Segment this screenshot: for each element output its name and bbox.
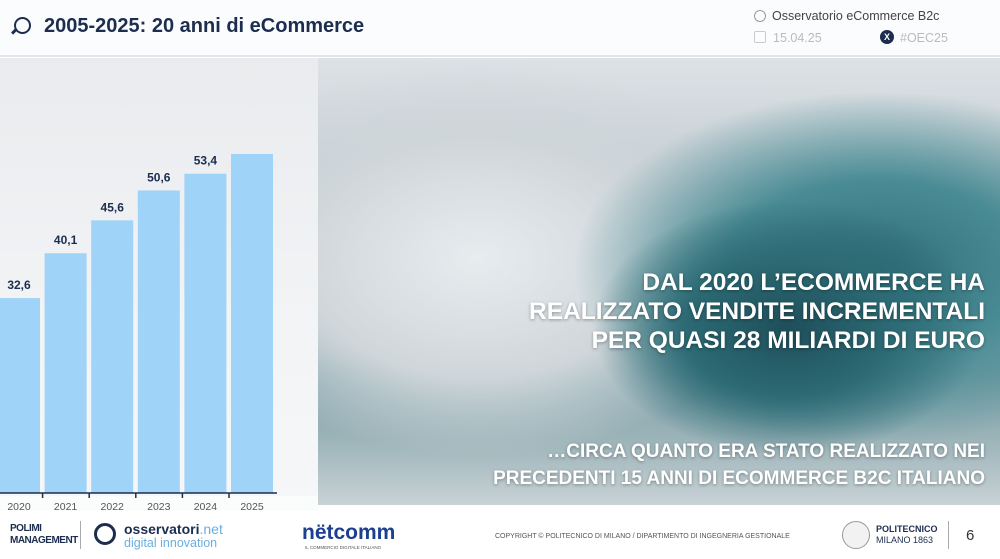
osservatori-name: osservatori: [124, 521, 200, 537]
observatory-icon: [754, 10, 766, 22]
calendar-icon: [754, 31, 766, 43]
bar-2020: [0, 298, 40, 493]
headline: DAL 2020 L’ECOMMERCE HA REALIZZATO VENDI…: [529, 268, 985, 355]
hashtag: #OEC25: [900, 31, 948, 45]
polimi-logo-text: POLIMI: [10, 523, 42, 534]
politecnico-logo: POLITECNICO MILANO 1863: [876, 524, 938, 546]
x-tick-label: 2023: [147, 501, 171, 511]
politecnico-name: POLITECNICO: [876, 524, 938, 534]
headline-line: DAL 2020 L’ECOMMERCE HA: [642, 269, 985, 296]
polimi-logo-sub: MANAGEMENT: [10, 535, 78, 546]
data-label: 53,4: [194, 154, 218, 168]
osservatori-tld: .net: [199, 521, 223, 537]
copyright: COPYRIGHT © POLITECNICO DI MILANO / DIPA…: [495, 533, 790, 540]
headline-line: PER QUASI 28 MILIARDI DI EURO: [591, 327, 985, 354]
bar-2025: [231, 154, 273, 493]
subline: …CIRCA QUANTO ERA STATO REALIZZATO NEI P…: [493, 438, 985, 492]
x-tick-label: 2024: [194, 501, 218, 511]
netcomm-logo: nëtcomm: [302, 521, 396, 544]
data-label: 32,6: [7, 278, 31, 292]
page-number: 6: [966, 527, 975, 544]
slide-title: 2005-2025: 20 anni di eCommerce: [44, 15, 365, 37]
politecnico-sub: MILANO 1863: [876, 535, 934, 545]
data-label: 45,6: [101, 200, 125, 214]
chart-panel: 32,6 2020 40,1 2021 45,6 2022 50,6 2023 53,4 2024…: [0, 58, 318, 511]
x-tick-label: 2022: [101, 501, 125, 511]
event-date: 15.04.25: [773, 31, 822, 45]
bar-2023: [137, 190, 180, 494]
bar-2021: [44, 253, 87, 493]
bar-chart: 32,6 2020 40,1 2021 45,6 2022 50,6 2023 53,4 2024…: [0, 154, 318, 511]
subline-line: …CIRCA QUANTO ERA STATO REALIZZATO NEI: [547, 441, 985, 462]
osservatori-sub: digital innovation: [124, 536, 218, 550]
x-tick-label: 2020: [7, 501, 31, 511]
polimi-logo: POLIMI MANAGEMENT: [10, 523, 78, 547]
osservatori-logo: osservatori.net: [124, 521, 223, 537]
x-tick-label: 2021: [54, 501, 78, 511]
x-twitter-icon: X: [880, 30, 894, 44]
divider: [80, 521, 81, 549]
data-label: 50,6: [147, 170, 171, 184]
politecnico-seal-icon: [842, 521, 870, 549]
magnifier-logo-icon: [14, 17, 31, 34]
divider: [948, 521, 949, 549]
axis-label-band: [0, 496, 318, 511]
data-label: 40,1: [54, 233, 78, 247]
bar-2022: [91, 220, 134, 493]
x-tick-label: 2025: [240, 501, 264, 511]
slide-header: 2005-2025: 20 anni di eCommerce Osservat…: [0, 0, 1000, 57]
netcomm-sub: IL COMMERCIO DIGITALE ITALIANO: [305, 545, 382, 550]
subline-line: PRECEDENTI 15 ANNI DI ECOMMERCE B2C ITAL…: [493, 468, 985, 489]
osservatori-logo-icon: [94, 523, 116, 545]
slide-footer: POLIMI MANAGEMENT osservatori.net digital…: [0, 511, 1000, 559]
wave-photo: DAL 2020 L’ECOMMERCE HA REALIZZATO VENDI…: [318, 58, 1000, 505]
headline-line: REALIZZATO VENDITE INCREMENTALI: [529, 298, 985, 325]
observatory-name: Osservatorio eCommerce B2c: [772, 9, 940, 23]
bar-2024: [184, 173, 227, 493]
